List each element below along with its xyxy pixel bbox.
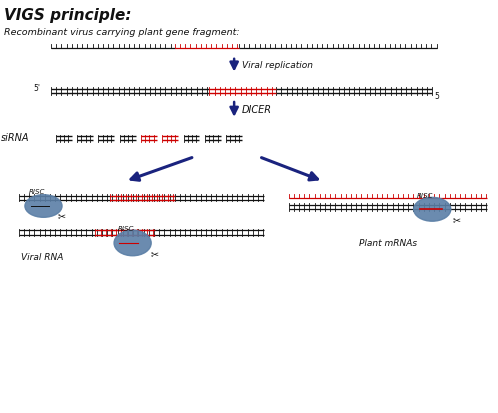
- Text: Plant mRNAs: Plant mRNAs: [359, 238, 417, 247]
- Text: RISC: RISC: [28, 188, 45, 195]
- Text: RISC: RISC: [416, 192, 433, 199]
- Text: VIGS principle:: VIGS principle:: [4, 7, 131, 22]
- Text: Viral replication: Viral replication: [242, 61, 313, 70]
- Ellipse shape: [25, 195, 62, 218]
- Text: 5: 5: [435, 92, 440, 101]
- Text: 5': 5': [33, 84, 40, 93]
- Text: ✂: ✂: [453, 215, 461, 225]
- Ellipse shape: [414, 198, 451, 222]
- Text: Viral RNA: Viral RNA: [21, 252, 64, 261]
- Text: DICER: DICER: [242, 105, 271, 115]
- Text: Recombinant virus carrying plant gene fragment:: Recombinant virus carrying plant gene fr…: [4, 28, 240, 37]
- Text: ✂: ✂: [58, 211, 66, 221]
- Text: siRNA: siRNA: [1, 132, 30, 142]
- Text: RISC: RISC: [118, 225, 134, 231]
- Text: ✂: ✂: [151, 249, 159, 259]
- Ellipse shape: [114, 231, 151, 256]
